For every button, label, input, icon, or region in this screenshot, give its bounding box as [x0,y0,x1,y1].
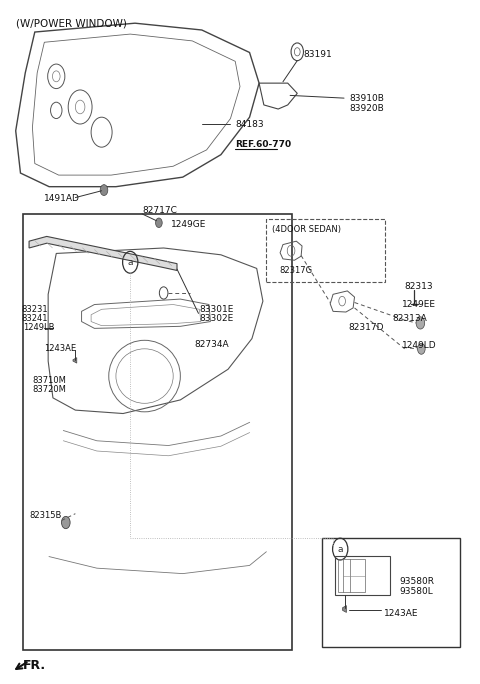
Text: 1243AE: 1243AE [384,609,419,618]
Polygon shape [343,605,347,612]
Text: 83910B: 83910B [350,94,384,103]
Bar [338,560,364,592]
Text: 93580L: 93580L [400,587,433,596]
Text: 84183: 84183 [235,120,264,129]
Text: 83920B: 83920B [350,104,384,113]
Text: REF.60-770: REF.60-770 [235,140,291,149]
Bar [336,556,390,595]
Text: 83301E: 83301E [199,305,234,314]
Text: 1249LD: 1249LD [402,341,437,350]
Text: FR.: FR. [23,659,46,672]
Bar [322,538,460,647]
Text: 83710M: 83710M [33,376,66,384]
Text: 83241: 83241 [22,315,48,324]
Circle shape [156,218,162,228]
Text: 1249EE: 1249EE [402,300,436,309]
Text: 1249GE: 1249GE [171,220,206,229]
Circle shape [61,516,70,529]
Text: 83191: 83191 [303,50,332,59]
Text: 1243AE: 1243AE [44,344,76,354]
Bar [266,220,384,282]
Polygon shape [29,237,177,270]
Bar [23,214,292,650]
Circle shape [100,185,108,196]
Circle shape [416,317,425,329]
Text: (W/POWER WINDOW): (W/POWER WINDOW) [16,18,127,28]
Text: 83720M: 83720M [33,385,66,394]
Text: 82717C: 82717C [142,206,177,215]
Text: 1249LB: 1249LB [23,323,54,332]
Text: 1491AD: 1491AD [44,194,80,203]
Text: 82317D: 82317D [349,323,384,332]
Text: a: a [128,258,133,267]
Text: 93580R: 93580R [400,577,435,586]
Text: 82313: 82313 [405,282,433,291]
Text: a: a [337,544,343,553]
Text: 82734A: 82734A [195,339,229,349]
Text: 82313A: 82313A [393,314,428,323]
Circle shape [418,343,425,354]
Text: 82317G: 82317G [280,266,313,275]
Text: 83302E: 83302E [199,315,234,324]
Text: 82315B: 82315B [29,511,61,521]
Text: 83231: 83231 [22,305,48,314]
Text: (4DOOR SEDAN): (4DOOR SEDAN) [272,225,341,234]
Polygon shape [73,358,77,363]
